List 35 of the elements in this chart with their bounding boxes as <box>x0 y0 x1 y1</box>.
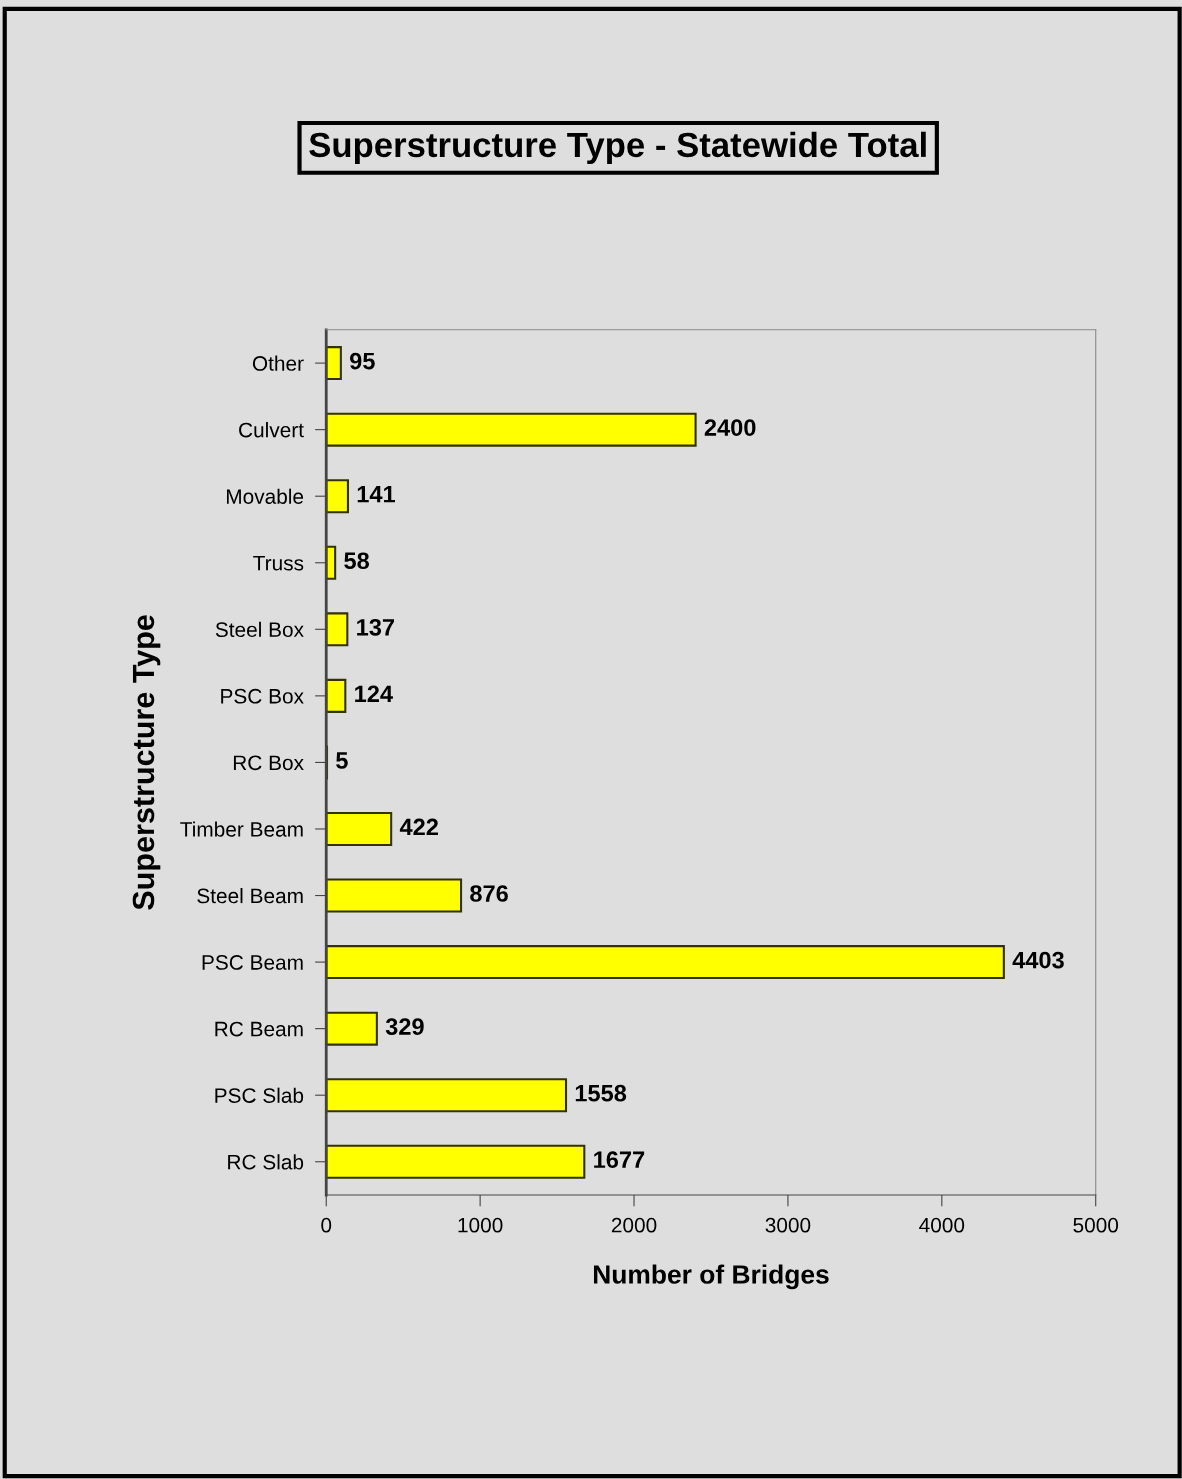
y-axis-title: Superstructure Type <box>132 615 161 910</box>
x-tick-label: 0 <box>321 1217 332 1233</box>
y-tick-label: Timber Beam <box>180 821 303 837</box>
data-label: 124 <box>355 685 393 702</box>
data-label: 58 <box>344 552 370 570</box>
y-tick-label: RC Slab <box>228 1154 304 1170</box>
y-tick-label: RC Box <box>233 755 304 771</box>
data-label: 1677 <box>594 1151 645 1169</box>
x-axis-title: Number of Bridges <box>593 1264 829 1290</box>
data-label: 4403 <box>1012 951 1064 969</box>
y-tick-label: Steel Beam <box>197 887 303 904</box>
y-tick-label: Culvert <box>239 422 304 438</box>
x-tick-label: 1000 <box>458 1217 503 1233</box>
y-tick-label: PSC Beam <box>202 955 303 970</box>
x-tick-label: 4000 <box>919 1217 965 1233</box>
y-tick-label: RC Beam <box>215 1021 303 1037</box>
data-label: 329 <box>385 1018 424 1036</box>
y-tick-label: Other <box>252 355 304 371</box>
y-tick-label: Truss <box>253 555 304 571</box>
y-tick-label: Steel Box <box>215 621 304 638</box>
data-label: 5 <box>336 752 348 769</box>
y-tick-label: Movable <box>226 488 304 504</box>
data-label: 141 <box>357 486 395 503</box>
chart-title: Superstructure Type - Statewide Total <box>309 131 926 165</box>
y-tick-label: PSC Box <box>221 688 304 704</box>
x-tick-label: 3000 <box>765 1217 811 1233</box>
data-label: 876 <box>470 885 508 902</box>
data-label: 1558 <box>575 1084 627 1102</box>
x-tick-label: 5000 <box>1073 1217 1119 1233</box>
x-tick-label: 2000 <box>611 1217 657 1233</box>
data-label: 137 <box>357 618 395 636</box>
data-label: 422 <box>399 818 438 836</box>
data-label: 2400 <box>704 419 756 436</box>
y-tick-label: PSC Slab <box>215 1087 304 1103</box>
data-label: 95 <box>350 352 375 370</box>
